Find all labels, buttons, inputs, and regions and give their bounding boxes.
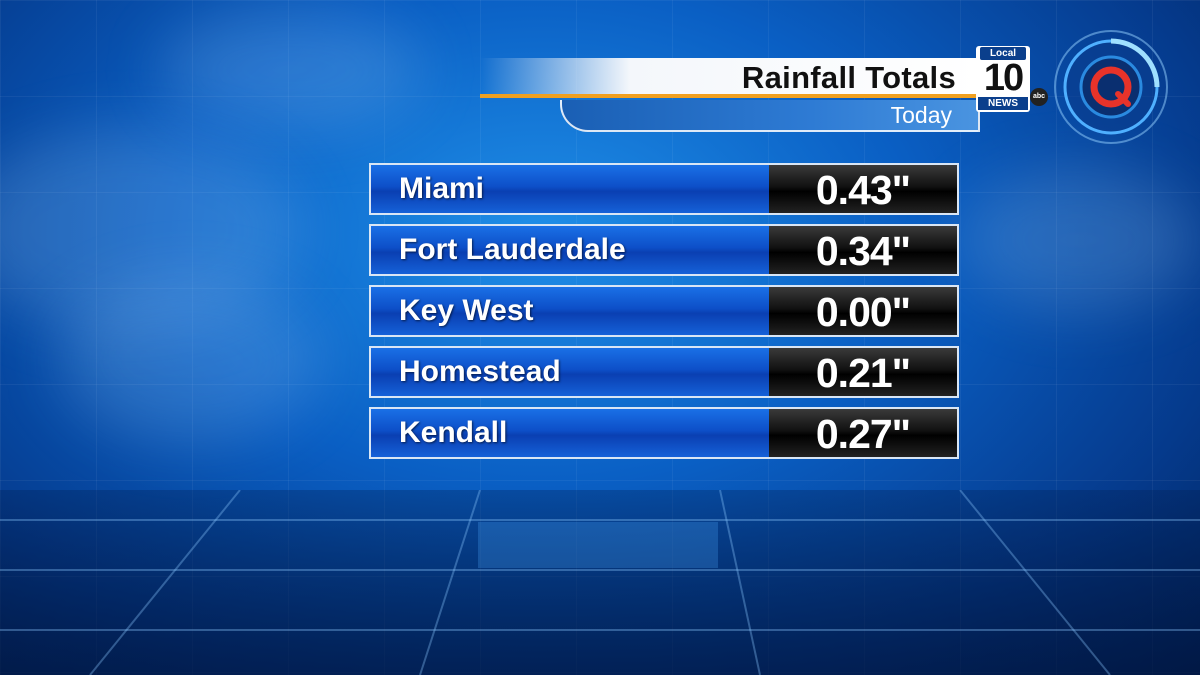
logo-number: 10 (983, 57, 1024, 99)
station-logo: Local 10 NEWS (976, 46, 1030, 112)
logo-news-label: NEWS (978, 97, 1028, 110)
radar-icon (1054, 30, 1168, 144)
city-name: Key West (399, 294, 534, 327)
table-row: Miami 0.43" (369, 163, 959, 215)
cloud (160, 10, 420, 130)
rainfall-cell: 0.34" (769, 226, 957, 274)
rainfall-value: 0.34" (815, 228, 911, 274)
cloud (960, 170, 1200, 310)
cloud (60, 280, 320, 440)
city-cell: Miami (371, 165, 769, 213)
city-name: Kendall (399, 416, 508, 449)
rainfall-value: 0.43" (815, 167, 911, 213)
rainfall-cell: 0.21" (769, 348, 957, 396)
rainfall-value: 0.27" (815, 411, 911, 457)
header-bar: Rainfall Totals (480, 58, 980, 98)
city-name: Homestead (399, 355, 561, 388)
rainfall-cell: 0.43" (769, 165, 957, 213)
cloud (0, 130, 300, 330)
network-logo: abc (1030, 88, 1048, 106)
header-subtitle-bar: Today (560, 100, 980, 132)
rainfall-table: Miami 0.43" Fort Lauderdale 0.34" Key We… (369, 163, 959, 468)
city-name: Fort Lauderdale (399, 233, 626, 266)
city-name: Miami (399, 172, 485, 205)
table-row: Kendall 0.27" (369, 407, 959, 459)
page-title: Rainfall Totals (741, 60, 956, 95)
logo-local-label: Local (980, 47, 1026, 60)
rainfall-cell: 0.00" (769, 287, 957, 335)
page-subtitle: Today (890, 102, 952, 128)
table-row: Key West 0.00" (369, 285, 959, 337)
city-cell: Fort Lauderdale (371, 226, 769, 274)
background-floor (0, 490, 1200, 675)
table-row: Homestead 0.21" (369, 346, 959, 398)
city-cell: Homestead (371, 348, 769, 396)
city-cell: Kendall (371, 409, 769, 457)
rainfall-value: 0.00" (815, 289, 911, 335)
city-cell: Key West (371, 287, 769, 335)
rainfall-value: 0.21" (815, 350, 911, 396)
table-row: Fort Lauderdale 0.34" (369, 224, 959, 276)
rainfall-cell: 0.27" (769, 409, 957, 457)
